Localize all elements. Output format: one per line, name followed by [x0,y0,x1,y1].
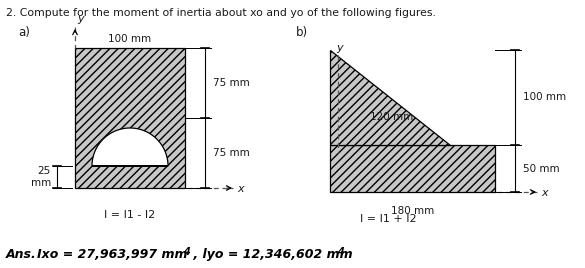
Text: 100 mm: 100 mm [523,92,566,102]
Text: 50 mm: 50 mm [523,163,560,173]
Bar [75,48,185,188]
Text: y: y [77,14,84,24]
Bar [330,145,495,192]
Text: 4: 4 [337,247,344,257]
Polygon shape [92,128,168,166]
Text: 75 mm: 75 mm [213,78,250,88]
Text: 2. Compute for the moment of inertia about xo and yo of the following figures.: 2. Compute for the moment of inertia abo… [6,8,436,18]
Text: Ans.: Ans. [6,248,41,261]
Text: I = I1 - I2: I = I1 - I2 [104,210,156,220]
Text: b): b) [296,26,308,39]
Polygon shape [330,50,450,145]
Text: y: y [336,43,343,53]
Text: I = I1 + I2: I = I1 + I2 [360,214,417,224]
Text: a): a) [18,26,30,39]
Text: Ixo = 27,963,997 mm: Ixo = 27,963,997 mm [37,248,188,261]
Text: x: x [237,184,243,194]
Text: 75 mm: 75 mm [213,148,250,158]
Text: 25
mm: 25 mm [31,166,51,188]
Text: x: x [541,188,548,198]
Text: , lyo = 12,346,602 mm: , lyo = 12,346,602 mm [189,248,353,261]
Text: 180 mm: 180 mm [391,206,434,216]
Text: 100 mm: 100 mm [108,34,152,44]
Text: 4: 4 [183,247,190,257]
Text: 120 mm: 120 mm [370,112,413,122]
